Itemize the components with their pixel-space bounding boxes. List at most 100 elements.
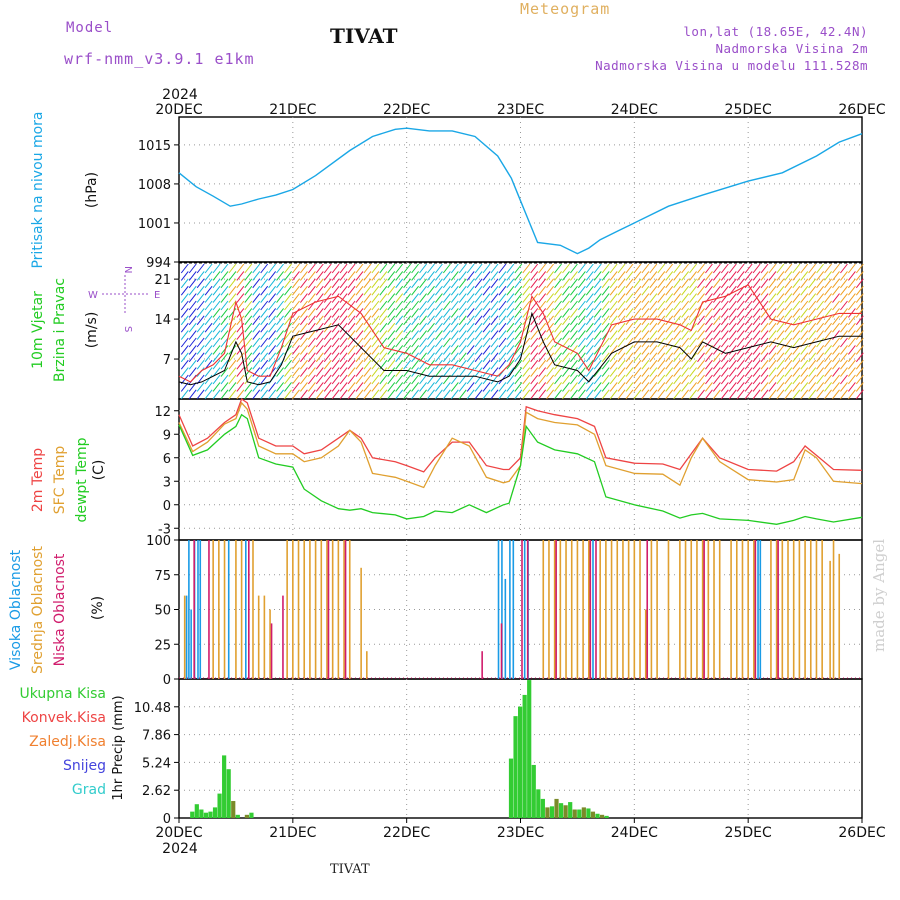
wind-barb — [855, 322, 864, 333]
wind-barb — [728, 278, 737, 289]
wind-barb — [379, 374, 388, 385]
wind-barb — [657, 271, 666, 281]
wind-barb — [474, 278, 483, 289]
wind-barb — [760, 382, 769, 392]
wind-barb — [427, 285, 435, 296]
wind-barb — [776, 285, 785, 296]
wind-barb — [212, 263, 221, 274]
wind-barb — [403, 389, 412, 400]
wind-barb — [593, 389, 602, 400]
wind-barb — [260, 308, 269, 318]
wind-barb — [292, 308, 300, 318]
wind-barb — [840, 359, 848, 370]
wind-barb — [355, 322, 364, 333]
wind-barb — [387, 308, 396, 318]
wind-barb — [752, 367, 761, 377]
wind-barb — [371, 278, 380, 289]
wind-barb — [347, 285, 356, 296]
wind-barb — [395, 352, 404, 363]
wind-barb — [681, 367, 690, 377]
temp-2m-line — [178, 397, 863, 473]
wind-barb — [728, 359, 737, 370]
wind-barb — [427, 271, 435, 281]
wind-barb — [498, 352, 507, 363]
precip-bar — [522, 694, 527, 818]
wind-barb — [236, 293, 245, 303]
wind-barb — [832, 278, 840, 289]
wind-barb — [712, 352, 721, 363]
wind-barb — [292, 300, 300, 311]
wind-barb — [665, 293, 674, 303]
wind-barb — [300, 278, 308, 289]
temp-axis-title-1: 2m Temp — [30, 448, 46, 512]
wind-barb — [339, 352, 348, 363]
wind-barb — [450, 271, 459, 281]
wind-barb — [498, 263, 507, 274]
wind-barb — [760, 352, 769, 363]
wind-barb — [712, 308, 721, 318]
wind-barb — [681, 345, 690, 355]
wind-barb — [752, 345, 761, 355]
wind-barb — [570, 367, 578, 377]
wind-barb — [736, 337, 745, 348]
wind-barb — [832, 367, 840, 377]
wind-barb — [617, 263, 626, 274]
wind-barb — [514, 345, 523, 355]
wind-barb — [506, 293, 515, 303]
wind-barb — [427, 293, 435, 303]
x-tick-label-bottom: 23DEC — [497, 825, 544, 841]
wind-barb — [562, 278, 570, 289]
wind-barb — [657, 300, 666, 311]
wind-barb — [371, 367, 380, 377]
wind-barb — [530, 271, 539, 281]
wind-barb — [284, 374, 292, 385]
wind-barb — [284, 263, 292, 274]
wind-barb — [720, 367, 729, 377]
wind-barb — [331, 352, 340, 363]
wind-barb — [633, 382, 642, 392]
wind-barb — [331, 345, 340, 355]
wind-barb — [371, 345, 380, 355]
wind-barb — [355, 345, 364, 355]
wind-barb — [371, 308, 380, 318]
wind-barb — [268, 352, 277, 363]
wind-barb — [180, 300, 189, 311]
wind-barb — [554, 285, 562, 296]
wind-barb — [300, 285, 308, 296]
wind-barb — [768, 389, 777, 400]
wind-barb — [570, 330, 578, 340]
wind-barb — [546, 308, 554, 318]
wind-barb — [307, 389, 316, 400]
wind-barb — [212, 315, 221, 326]
wind-barb — [387, 263, 396, 274]
wind-barb — [387, 389, 396, 400]
precip-bar — [226, 769, 231, 818]
wind-barb — [180, 278, 189, 289]
wind-barb — [697, 345, 705, 355]
wind-barb — [633, 352, 642, 363]
wind-barb — [466, 322, 475, 333]
wind-barb — [220, 367, 229, 377]
wind-barb — [625, 278, 634, 289]
wind-barb — [482, 359, 491, 370]
wind-barb — [276, 374, 284, 385]
wind-barb — [776, 374, 785, 385]
wind-barb — [514, 278, 523, 289]
wind-barb — [212, 382, 221, 392]
wind-barb — [585, 382, 594, 392]
wind-barb — [212, 285, 221, 296]
wind-barb — [562, 271, 570, 281]
wind-barb — [728, 263, 737, 274]
wind-barb — [204, 278, 213, 289]
wind-barb — [625, 322, 634, 333]
wind-barb — [419, 271, 427, 281]
wind-barb — [824, 382, 832, 392]
wind-barb — [792, 389, 801, 400]
wind-barb — [617, 352, 626, 363]
wind-barb — [427, 322, 435, 333]
wind-barb — [720, 322, 729, 333]
wind-barb — [562, 374, 570, 385]
wind-barb — [792, 359, 801, 370]
wind-barb — [458, 300, 467, 311]
wind-barb — [744, 359, 753, 370]
